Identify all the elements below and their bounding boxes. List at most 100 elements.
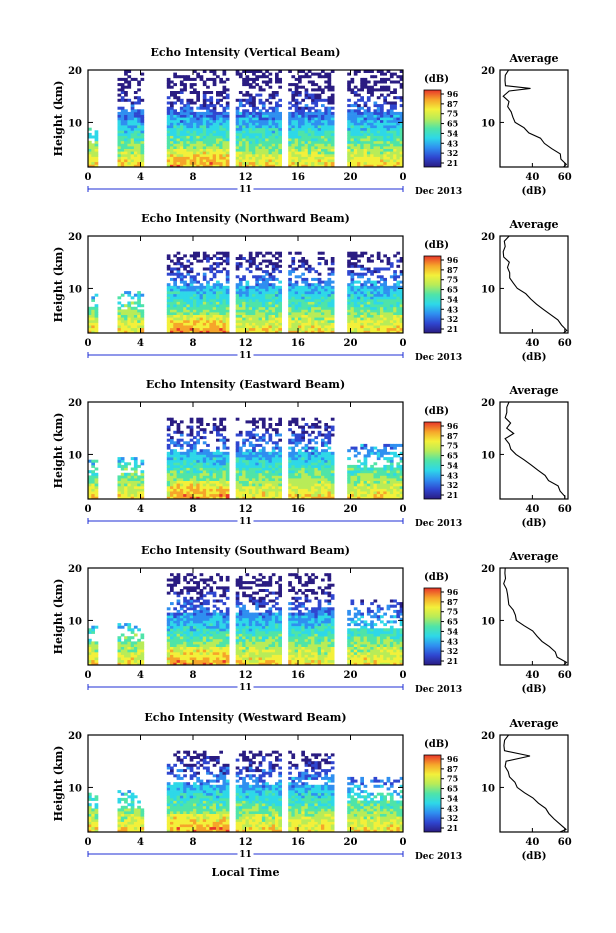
heatmap-cell	[124, 149, 128, 152]
heatmap-cell	[246, 323, 250, 326]
heatmap-cell	[278, 491, 282, 494]
heatmap-cell	[167, 434, 171, 437]
heatmap-cell	[203, 309, 207, 312]
heatmap-cell	[351, 154, 355, 157]
heatmap-cell	[357, 157, 361, 160]
heatmap-cell	[305, 312, 309, 315]
heatmap-cell	[196, 475, 200, 478]
heatmap-cell	[390, 154, 394, 157]
heatmap-cell	[236, 307, 240, 310]
heatmap-cell	[331, 257, 335, 260]
heatmap-cell	[380, 317, 384, 320]
heatmap-cell	[206, 328, 210, 331]
heatmap-cell	[252, 291, 256, 294]
heatmap-cell	[291, 122, 295, 125]
heatmap-cell	[249, 262, 253, 265]
heatmap-cell	[183, 115, 187, 118]
heatmap-cell	[370, 115, 374, 118]
heatmap-cell	[252, 262, 256, 265]
heatmap-cell	[137, 489, 141, 492]
heatmap-cell	[272, 291, 276, 294]
heatmap-cell	[170, 470, 174, 473]
heatmap-cell	[206, 288, 210, 291]
heatmap-cell	[223, 128, 227, 131]
heatmap-cell	[298, 315, 302, 318]
heatmap-cell	[209, 478, 213, 481]
heatmap-cell	[223, 86, 227, 89]
heatmap-cell	[206, 154, 210, 157]
heatmap-cell	[301, 138, 305, 141]
heatmap-cell	[311, 102, 315, 105]
heatmap-cell	[183, 286, 187, 289]
heatmap-cell	[269, 328, 273, 331]
heatmap-cell	[328, 281, 332, 284]
heatmap-cell	[311, 486, 315, 489]
heatmap-cell	[288, 457, 292, 460]
heatmap-cell	[249, 288, 253, 291]
heatmap-cell	[203, 325, 207, 328]
heatmap-cell	[167, 478, 171, 481]
heatmap-cell	[249, 460, 253, 463]
heatmap-cell	[118, 159, 122, 162]
heatmap-cell	[193, 304, 197, 307]
heatmap-cell	[298, 260, 302, 263]
heatmap-cell	[186, 449, 190, 452]
heatmap-cell	[141, 317, 145, 320]
heatmap-cell	[213, 468, 217, 471]
heatmap-cell	[239, 296, 243, 299]
heatmap-cell	[177, 115, 181, 118]
heatmap-cell	[177, 141, 181, 144]
heatmap-cell	[226, 115, 230, 118]
heatmap-cell	[255, 434, 259, 437]
date-label: Dec 2013	[415, 187, 462, 197]
heatmap-cell	[170, 307, 174, 310]
heatmap-cell	[396, 323, 400, 326]
heatmap-cell	[196, 288, 200, 291]
heatmap-cell	[383, 328, 387, 331]
heatmap-cell	[331, 328, 335, 331]
heatmap-cell	[206, 302, 210, 305]
heatmap-cell	[364, 288, 368, 291]
heatmap-cell	[305, 281, 309, 284]
heatmap-cell	[328, 294, 332, 297]
heatmap-cell	[242, 475, 246, 478]
heatmap-cell	[314, 304, 318, 307]
heatmap-cell	[190, 120, 194, 123]
heatmap-cell	[216, 252, 220, 255]
heatmap-cell	[324, 157, 328, 160]
heatmap-cell	[209, 457, 213, 460]
heatmap-cell	[262, 143, 266, 146]
heatmap-cell	[95, 491, 99, 494]
heatmap-cell	[278, 115, 282, 118]
heatmap-cell	[291, 141, 295, 144]
heatmap-cell	[259, 302, 263, 305]
heatmap-cell	[200, 136, 204, 139]
heatmap-cell	[95, 494, 99, 497]
heatmap-cell	[393, 91, 397, 94]
heatmap-cell	[131, 128, 135, 131]
heatmap-cell	[370, 151, 374, 154]
heatmap-cell	[275, 157, 279, 160]
heatmap-cell	[200, 115, 204, 118]
heatmap-cell	[206, 159, 210, 162]
heatmap-cell	[364, 323, 368, 326]
heatmap-cell	[347, 151, 351, 154]
heatmap-cell	[324, 73, 328, 76]
heatmap-cell	[265, 296, 269, 299]
heatmap-cell	[354, 141, 358, 144]
heatmap-cell	[193, 307, 197, 310]
heatmap-cell	[291, 325, 295, 328]
heatmap-cell	[308, 286, 312, 289]
heatmap-cell	[255, 268, 259, 271]
heatmap-cell	[190, 428, 194, 431]
heatmap-cell	[351, 257, 355, 260]
heatmap-cell	[377, 315, 381, 318]
heatmap-cell	[393, 270, 397, 273]
heatmap-cell	[203, 151, 207, 154]
heatmap-cell	[203, 317, 207, 320]
heatmap-cell	[354, 122, 358, 125]
heatmap-cell	[301, 128, 305, 131]
heatmap-cell	[252, 162, 256, 165]
heatmap-cell	[193, 136, 197, 139]
heatmap-cell	[186, 122, 190, 125]
